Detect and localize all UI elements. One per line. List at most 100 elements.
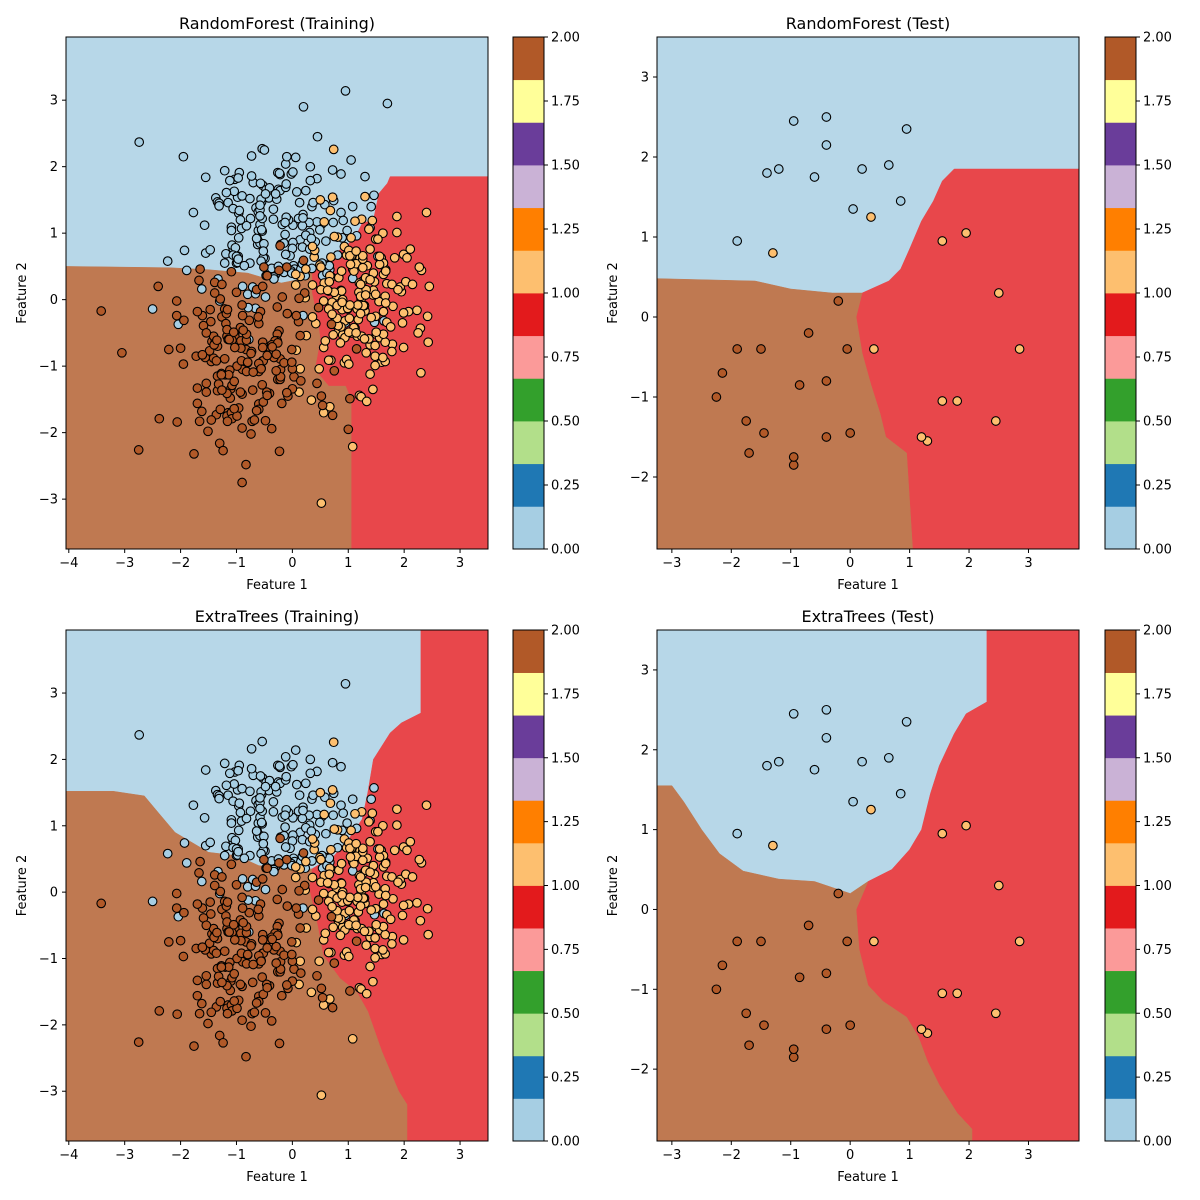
data-point bbox=[312, 970, 322, 981]
data-point bbox=[329, 365, 340, 376]
data-point bbox=[294, 790, 305, 801]
data-point bbox=[809, 764, 820, 775]
data-point bbox=[197, 942, 208, 953]
data-point bbox=[762, 168, 772, 178]
data-point bbox=[258, 246, 269, 256]
data-point bbox=[233, 846, 244, 857]
data-point bbox=[259, 854, 269, 865]
data-point bbox=[249, 415, 260, 425]
data-point bbox=[337, 889, 347, 900]
data-point bbox=[364, 816, 374, 827]
data-point bbox=[340, 678, 351, 689]
data-point bbox=[229, 968, 240, 979]
axes-frame bbox=[65, 36, 489, 550]
data-point bbox=[274, 761, 285, 771]
data-point bbox=[233, 254, 244, 264]
data-point bbox=[803, 328, 814, 338]
colorbar-tick-label: 1.75 bbox=[551, 687, 580, 702]
data-point bbox=[337, 297, 347, 308]
data-point bbox=[297, 813, 308, 824]
data-point bbox=[857, 756, 867, 767]
data-point bbox=[359, 334, 370, 344]
data-point bbox=[259, 262, 269, 272]
data-point bbox=[380, 298, 391, 308]
data-point bbox=[327, 757, 338, 768]
data-point bbox=[937, 988, 948, 999]
data-point bbox=[272, 302, 283, 312]
colorbar-segment bbox=[513, 842, 544, 886]
data-point bbox=[316, 1090, 327, 1101]
data-point bbox=[732, 236, 743, 246]
data-point bbox=[857, 164, 867, 174]
data-point bbox=[370, 952, 380, 963]
data-point bbox=[360, 290, 371, 300]
data-point bbox=[361, 396, 372, 407]
data-point bbox=[421, 800, 432, 811]
x-tick-label: 3 bbox=[456, 556, 464, 571]
data-point bbox=[194, 416, 205, 427]
data-point bbox=[196, 284, 207, 294]
data-point bbox=[133, 445, 144, 455]
data-point bbox=[773, 756, 784, 767]
x-tick-label: −1 bbox=[781, 556, 800, 571]
data-point bbox=[246, 941, 256, 951]
data-point bbox=[306, 233, 317, 244]
data-point bbox=[209, 288, 220, 298]
data-point bbox=[357, 262, 368, 273]
colorbar-segment bbox=[513, 672, 544, 716]
data-point bbox=[262, 982, 273, 993]
colorbar-segment bbox=[513, 207, 544, 251]
data-point bbox=[257, 874, 268, 884]
data-point bbox=[821, 1024, 832, 1035]
data-point bbox=[268, 797, 279, 807]
data-point bbox=[196, 998, 207, 1009]
data-point bbox=[235, 979, 246, 990]
data-point bbox=[258, 838, 269, 849]
data-point bbox=[916, 1024, 927, 1035]
data-point bbox=[255, 793, 265, 803]
data-point bbox=[407, 279, 418, 290]
x-tick-label: 0 bbox=[288, 556, 296, 571]
colorbar-segment bbox=[513, 506, 544, 550]
data-point bbox=[318, 888, 329, 899]
data-point bbox=[271, 958, 282, 968]
colorbar-segment bbox=[513, 1013, 544, 1057]
data-point bbox=[300, 185, 311, 196]
data-point bbox=[759, 1020, 769, 1031]
data-point bbox=[342, 818, 352, 828]
data-point bbox=[228, 919, 239, 930]
data-point bbox=[343, 951, 354, 962]
data-point bbox=[842, 936, 853, 947]
data-point bbox=[241, 1051, 251, 1062]
data-point bbox=[387, 872, 397, 882]
y-tick-label: −1 bbox=[630, 983, 649, 998]
data-point bbox=[336, 761, 346, 772]
colorbar-segment bbox=[1105, 1098, 1136, 1142]
data-point bbox=[219, 946, 230, 957]
data-point bbox=[848, 796, 858, 807]
data-point bbox=[343, 424, 354, 435]
data-point bbox=[370, 340, 380, 351]
data-point bbox=[288, 167, 298, 177]
data-point bbox=[423, 337, 434, 348]
data-point bbox=[147, 896, 158, 907]
data-point bbox=[365, 244, 375, 254]
colorbar-tick-label: 1.25 bbox=[1143, 815, 1172, 830]
data-point bbox=[262, 350, 273, 361]
y-tick-label: 3 bbox=[641, 71, 649, 86]
data-point bbox=[281, 771, 292, 782]
y-tick-label: 3 bbox=[50, 687, 58, 702]
data-point bbox=[327, 192, 338, 203]
data-point bbox=[257, 281, 268, 292]
data-point bbox=[392, 211, 402, 222]
data-point bbox=[246, 348, 256, 359]
data-point bbox=[222, 304, 233, 315]
data-point bbox=[181, 858, 192, 868]
data-point bbox=[237, 300, 247, 310]
data-point bbox=[370, 289, 381, 300]
data-point bbox=[315, 787, 326, 798]
data-point bbox=[235, 387, 246, 397]
data-point bbox=[794, 972, 805, 983]
plot-area bbox=[657, 630, 1079, 1141]
